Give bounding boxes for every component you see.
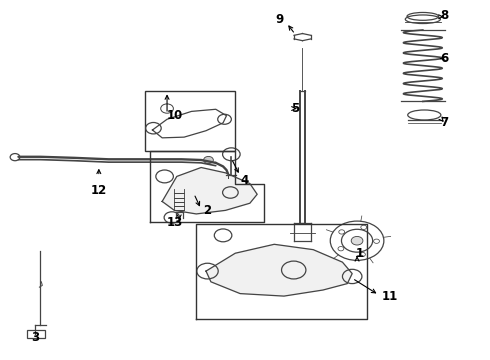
Text: 4: 4: [240, 174, 248, 186]
Text: 12: 12: [91, 184, 107, 197]
Text: 1: 1: [355, 247, 364, 260]
Circle shape: [351, 237, 363, 245]
Text: 11: 11: [381, 289, 398, 303]
Polygon shape: [206, 244, 352, 296]
Text: 8: 8: [440, 9, 448, 22]
Text: 9: 9: [276, 13, 284, 26]
Text: 2: 2: [203, 204, 212, 217]
Text: 13: 13: [166, 216, 182, 229]
Polygon shape: [162, 167, 257, 214]
Bar: [145, 91, 235, 152]
Text: 6: 6: [440, 52, 448, 65]
Text: 3: 3: [31, 331, 40, 344]
Bar: [27, 330, 45, 338]
Text: 10: 10: [167, 109, 183, 122]
Text: 5: 5: [291, 102, 299, 115]
Text: 7: 7: [440, 116, 448, 129]
Circle shape: [203, 157, 213, 163]
